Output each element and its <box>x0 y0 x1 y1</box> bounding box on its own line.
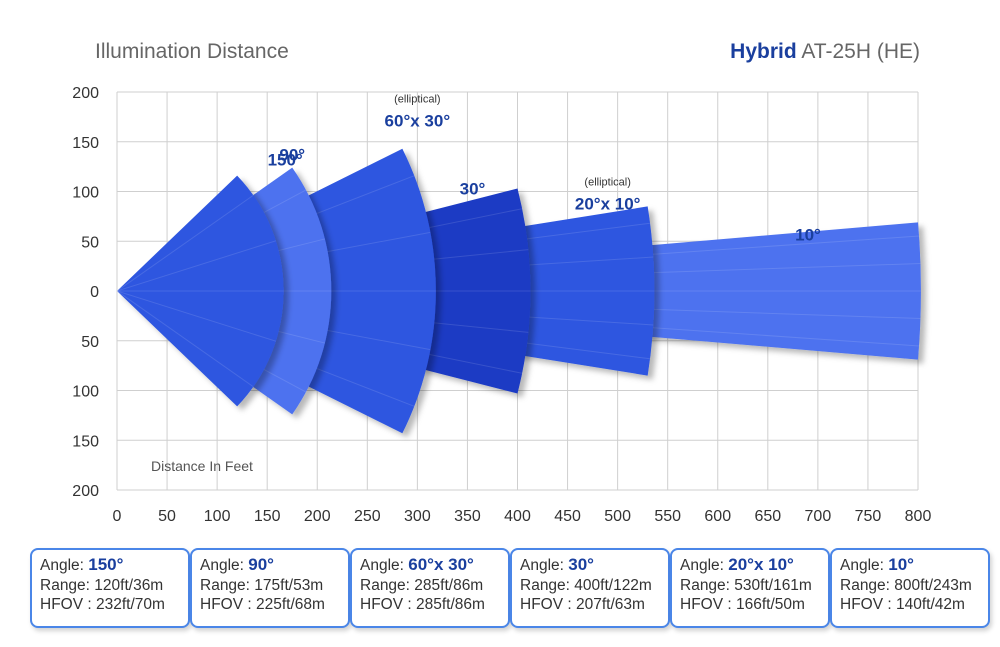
angle-prefix: Angle: <box>840 557 884 574</box>
y-tick-label: 200 <box>72 85 99 102</box>
beam-ray <box>116 194 254 292</box>
angle-value: 20°x 10° <box>728 555 794 574</box>
range-text: Range: 285ft/86m <box>360 576 484 594</box>
angle-prefix: Angle: <box>200 557 244 574</box>
range-text: Range: 400ft/122m <box>520 576 652 594</box>
x-tick-label: 150 <box>254 508 281 525</box>
beam-note: (elliptical) <box>584 176 630 188</box>
x-tick-label: 500 <box>604 508 631 525</box>
beam-5 <box>635 222 921 360</box>
model-name: AT-25H (HE) <box>801 40 920 63</box>
range-text: Range: 530ft/161m <box>680 576 812 594</box>
x-axis-label: Distance In Feet <box>151 458 253 474</box>
x-tick-label: 450 <box>554 508 581 525</box>
x-tick-label: 350 <box>454 508 481 525</box>
y-tick-label: 150 <box>72 135 99 152</box>
y-tick-label: 50 <box>81 334 99 351</box>
x-tick-label: 550 <box>654 508 681 525</box>
axes: 0 50 100 150 200 250 300 350 400 450 500 550 600 650 7… <box>72 85 931 525</box>
x-tick-label: 800 <box>905 508 932 525</box>
x-tick-label: 400 <box>504 508 531 525</box>
x-tick-label: 750 <box>855 508 882 525</box>
spec-card-10: Angle: 10° Range: 800ft/243m HFOV : 140f… <box>830 548 990 628</box>
range-text: Range: 175ft/53m <box>200 576 324 594</box>
x-tick-label: 0 <box>113 508 122 525</box>
beam-label: 20°x 10° <box>575 194 641 213</box>
spec-card-90: Angle: 90° Range: 175ft/53m HFOV : 225ft… <box>190 548 350 628</box>
product-title: Hybrid AT-25H (HE) <box>730 40 920 64</box>
beam-label: 30° <box>460 180 486 199</box>
x-tick-label: 50 <box>158 508 176 525</box>
angle-value: 30° <box>568 555 594 574</box>
chart-title: Illumination Distance <box>95 40 289 63</box>
y-tick-label: 0 <box>90 284 99 301</box>
x-tick-label: 600 <box>704 508 731 525</box>
x-tick-label: 300 <box>404 508 431 525</box>
beam-label: 10° <box>795 225 821 244</box>
beam-label: 150° <box>268 151 303 170</box>
range-text: Range: 800ft/243m <box>840 576 972 594</box>
beam-ray <box>116 290 277 342</box>
hfov-text: HFOV : 207ft/63m <box>520 596 645 613</box>
spec-card-20x10: Angle: 20°x 10° Range: 530ft/161m HFOV :… <box>670 548 830 628</box>
angle-prefix: Angle: <box>40 557 84 574</box>
x-tick-label: 200 <box>304 508 331 525</box>
x-tick-label: 700 <box>805 508 832 525</box>
y-tick-label: 100 <box>72 185 99 202</box>
angle-prefix: Angle: <box>680 557 724 574</box>
spec-card-150: Angle: 150° Range: 120ft/36m HFOV : 232f… <box>30 548 190 628</box>
beam-labels: 10° (elliptical) 20°x 10° 30° (elliptical) 60… <box>268 94 821 245</box>
spec-card-30: Angle: 30° Range: 400ft/122m HFOV : 207f… <box>510 548 670 628</box>
beam-label: 90° <box>279 146 305 165</box>
beam-label: 60°x 30° <box>385 112 451 131</box>
angle-value: 10° <box>888 555 914 574</box>
y-tick-label: 200 <box>72 483 99 500</box>
hfov-text: HFOV : 166ft/50m <box>680 596 805 613</box>
x-tick-label: 650 <box>754 508 781 525</box>
angle-prefix: Angle: <box>360 557 404 574</box>
range-text: Range: 120ft/36m <box>40 576 164 594</box>
beam-4 <box>505 206 655 376</box>
hfov-text: HFOV : 225ft/68m <box>200 596 325 613</box>
spec-cards: Angle: 150° Range: 120ft/36m HFOV : 232f… <box>30 548 990 632</box>
beam-ray <box>116 290 254 388</box>
y-tick-label: 100 <box>72 384 99 401</box>
angle-value: 150° <box>88 555 124 574</box>
y-tick-label: 50 <box>81 234 99 251</box>
hfov-text: HFOV : 232ft/70m <box>40 596 165 613</box>
angle-prefix: Angle: <box>520 557 564 574</box>
hfov-text: HFOV : 285ft/86m <box>360 596 485 613</box>
beam-layer <box>116 148 921 434</box>
beam-note: (elliptical) <box>394 94 440 106</box>
x-tick-label: 100 <box>204 508 231 525</box>
angle-value: 90° <box>248 555 274 574</box>
brand-name: Hybrid <box>730 40 797 63</box>
hfov-text: HFOV : 140ft/42m <box>840 596 965 613</box>
x-tick-label: 250 <box>354 508 381 525</box>
spec-card-60x30: Angle: 60°x 30° Range: 285ft/86m HFOV : … <box>350 548 510 628</box>
beam-ray <box>116 240 277 292</box>
beam-0 <box>117 175 284 407</box>
y-tick-label: 150 <box>72 433 99 450</box>
angle-value: 60°x 30° <box>408 555 474 574</box>
